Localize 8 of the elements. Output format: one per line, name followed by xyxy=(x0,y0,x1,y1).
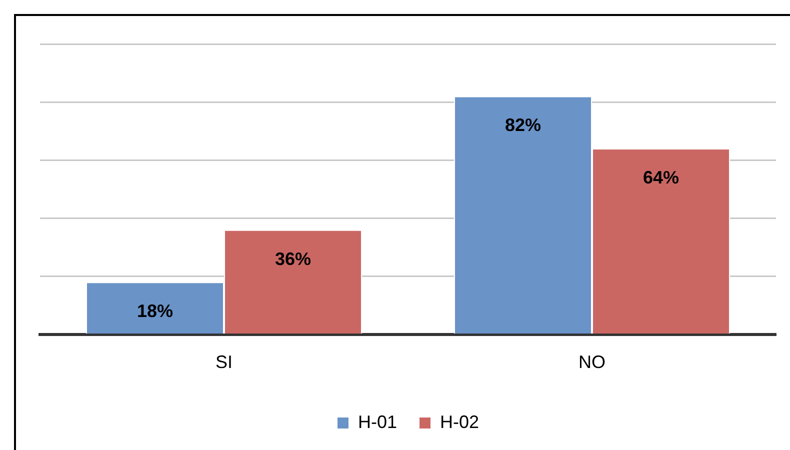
data-label: 82% xyxy=(504,115,542,136)
legend-label: H-01 xyxy=(358,412,397,432)
legend-label: H-02 xyxy=(440,412,480,432)
x-tick-label: SI xyxy=(215,352,233,372)
x-tick-label: NO xyxy=(578,352,606,372)
data-label: 64% xyxy=(642,168,680,188)
data-label: 18% xyxy=(136,301,174,322)
data-label: 36% xyxy=(274,248,312,269)
